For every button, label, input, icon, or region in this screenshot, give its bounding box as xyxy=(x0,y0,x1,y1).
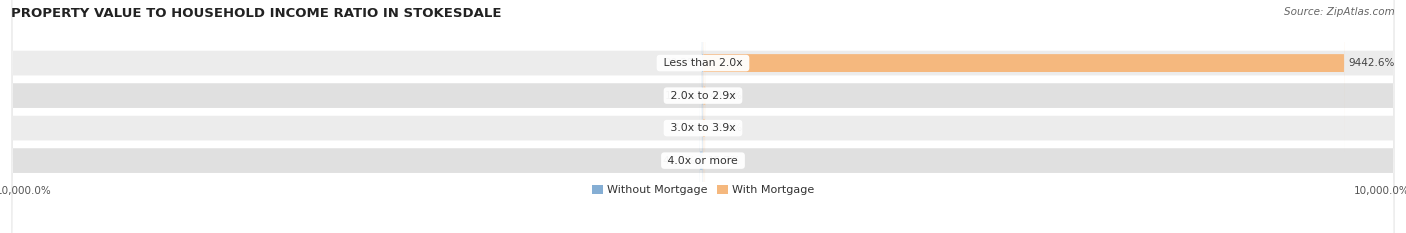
FancyBboxPatch shape xyxy=(703,40,704,217)
FancyBboxPatch shape xyxy=(703,7,706,184)
Text: 4.0x or more: 4.0x or more xyxy=(665,156,741,166)
FancyBboxPatch shape xyxy=(11,0,1395,233)
Text: 17.4%: 17.4% xyxy=(665,91,697,101)
Text: 7.1%: 7.1% xyxy=(672,123,699,133)
Text: 3.0x to 3.9x: 3.0x to 3.9x xyxy=(666,123,740,133)
Text: Source: ZipAtlas.com: Source: ZipAtlas.com xyxy=(1284,7,1395,17)
FancyBboxPatch shape xyxy=(11,0,1395,233)
FancyBboxPatch shape xyxy=(11,0,1395,233)
Text: 2.0x to 2.9x: 2.0x to 2.9x xyxy=(666,91,740,101)
FancyBboxPatch shape xyxy=(703,0,1344,152)
Legend: Without Mortgage, With Mortgage: Without Mortgage, With Mortgage xyxy=(588,181,818,200)
Text: 9442.6%: 9442.6% xyxy=(1348,58,1395,68)
Text: 28.4%: 28.4% xyxy=(709,123,742,133)
Text: Less than 2.0x: Less than 2.0x xyxy=(659,58,747,68)
FancyBboxPatch shape xyxy=(11,0,1395,233)
Text: 20.2%: 20.2% xyxy=(665,58,697,68)
Text: 46.5%: 46.5% xyxy=(662,156,696,166)
Text: PROPERTY VALUE TO HOUSEHOLD INCOME RATIO IN STOKESDALE: PROPERTY VALUE TO HOUSEHOLD INCOME RATIO… xyxy=(11,7,502,20)
Text: 40.6%: 40.6% xyxy=(710,91,742,101)
Text: 15.7%: 15.7% xyxy=(709,156,741,166)
FancyBboxPatch shape xyxy=(700,72,703,233)
